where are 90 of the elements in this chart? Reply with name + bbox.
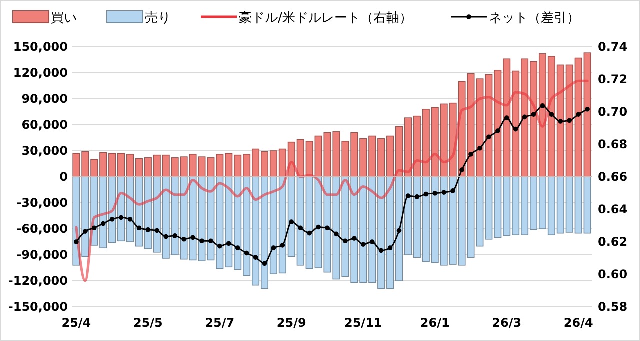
point (100, 221, 106, 226)
point (486, 134, 492, 140)
y-tick-label: 60,000 (22, 118, 68, 132)
y2-tick-label: 0.60 (598, 268, 628, 282)
x-tick-label: 25/9 (276, 316, 306, 330)
point (432, 191, 438, 196)
point (414, 194, 420, 200)
point (352, 236, 357, 241)
point (92, 226, 97, 231)
point (531, 112, 536, 117)
point (567, 118, 572, 124)
point (136, 226, 142, 231)
point (513, 126, 518, 132)
x-tick-label: 26/4 (564, 316, 594, 330)
point (154, 228, 160, 234)
x-tick-label: 26/3 (492, 316, 522, 330)
y2-tick-label: 0.66 (598, 170, 628, 184)
point (388, 246, 393, 250)
point (280, 243, 286, 248)
y2-tick-label: 0.70 (598, 105, 628, 120)
y-tick-label: -150,000 (8, 300, 68, 314)
y-tick-label: -60,000 (16, 222, 68, 236)
point (118, 215, 124, 220)
point (576, 112, 581, 117)
x-tick-label: 25/7 (205, 316, 235, 330)
y-tick-label: 90,000 (22, 92, 68, 106)
point (540, 104, 546, 108)
y2-tick-label: 0.74 (598, 40, 628, 54)
point (549, 112, 554, 117)
point (360, 242, 366, 247)
x-tick-label: 25/5 (133, 316, 163, 330)
point (343, 238, 348, 244)
legend-label: 買い (51, 11, 77, 26)
point (325, 226, 330, 231)
point (495, 128, 500, 134)
point (558, 119, 564, 124)
point (307, 230, 312, 236)
point (244, 250, 250, 256)
point (164, 234, 169, 240)
x-tick-label: 25/4 (62, 316, 92, 330)
y2-tick-label: 0.58 (598, 300, 628, 314)
point (200, 238, 204, 244)
x-tick-label: 25/11 (344, 316, 382, 330)
point (146, 227, 151, 232)
y2-tick-label: 0.64 (598, 202, 628, 217)
point (478, 146, 482, 151)
y2-tick-label: 0.68 (598, 138, 628, 152)
y2-tick-label: 0.72 (598, 72, 628, 87)
point (406, 194, 411, 198)
y-tick-label: 30,000 (22, 144, 68, 158)
point (450, 188, 456, 194)
point (460, 168, 464, 172)
point (468, 152, 474, 157)
point (298, 226, 304, 231)
point (289, 220, 294, 224)
y-tick-label: 0 (60, 170, 68, 184)
point (110, 217, 115, 222)
point (424, 192, 429, 197)
point (334, 232, 339, 237)
legend-label: 売り (145, 11, 171, 26)
point (316, 224, 321, 230)
point (253, 255, 258, 260)
y-tick-label: -90,000 (16, 248, 68, 262)
point (262, 261, 268, 266)
y-tick-label: 120,000 (13, 66, 68, 80)
point (585, 107, 590, 112)
y-tick-label: 150,000 (13, 40, 68, 54)
point (128, 217, 133, 222)
x-tick-label: 26/1 (420, 316, 450, 330)
point (235, 246, 240, 250)
point (504, 116, 510, 120)
legend-label: ネット（差引） (489, 11, 580, 26)
point (190, 235, 196, 240)
point (370, 240, 375, 244)
point (271, 246, 276, 250)
point (226, 241, 232, 246)
point (208, 238, 214, 244)
point (74, 240, 79, 244)
point (218, 244, 222, 249)
y-tick-label: -30,000 (16, 196, 68, 210)
point (396, 228, 402, 234)
point (83, 229, 88, 234)
point (522, 114, 528, 120)
point (172, 234, 178, 238)
legend-label: 豪ドル/米ドルレート（右軸） (239, 11, 412, 26)
point (442, 190, 446, 195)
y2-tick-label: 0.62 (598, 235, 628, 250)
y-tick-label: -120,000 (8, 274, 68, 288)
point (182, 237, 186, 242)
point (378, 248, 384, 254)
